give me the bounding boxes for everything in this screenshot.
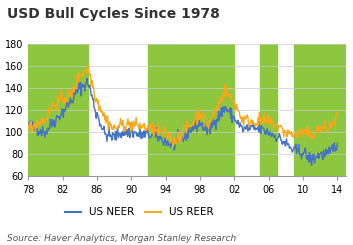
Bar: [260, 44, 277, 176]
Bar: [294, 44, 346, 176]
Legend: US NEER, US REER: US NEER, US REER: [61, 203, 218, 221]
Text: Source: Haver Analytics, Morgan Stanley Research: Source: Haver Analytics, Morgan Stanley …: [7, 233, 236, 243]
Text: USD Bull Cycles Since 1978: USD Bull Cycles Since 1978: [7, 7, 220, 21]
Bar: [149, 44, 234, 176]
Bar: [28, 44, 88, 176]
